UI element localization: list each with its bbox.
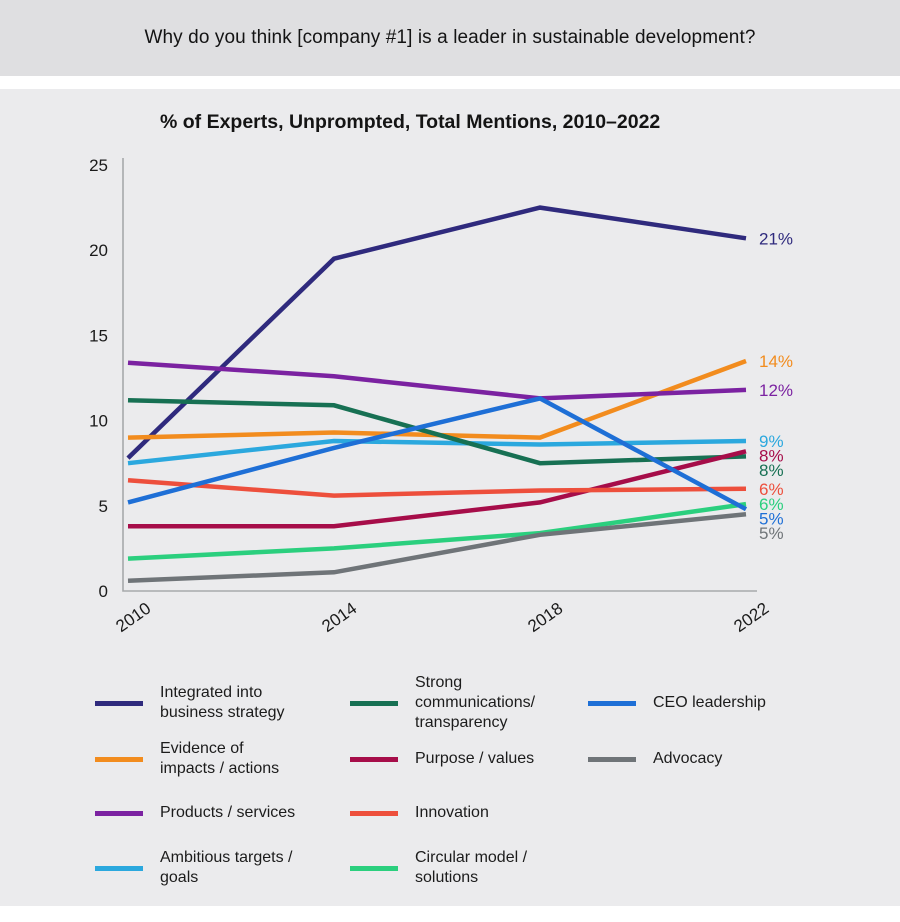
series-line [127, 501, 747, 561]
series-end-label: 8% [759, 461, 784, 480]
series-end-label: 5% [759, 510, 784, 529]
legend-swatch-icon [95, 700, 143, 706]
legend-swatch-icon [95, 865, 143, 871]
series-line [126, 205, 747, 460]
series-line [128, 449, 747, 529]
y-tick-label: 15 [89, 326, 108, 345]
series-end-label: 12% [759, 381, 793, 400]
legend-item: Advocacy [588, 719, 838, 799]
legend-label: Integrated into business strategy [160, 684, 285, 721]
question-header: Why do you think [company #1] is a leade… [0, 0, 900, 76]
y-tick-label: 5 [99, 497, 108, 516]
series-end-label: 6% [759, 480, 784, 499]
legend-label: CEO leadership [653, 694, 766, 711]
legend-swatch-icon [350, 700, 398, 706]
legend-item: Circular model / solutions [350, 828, 600, 908]
series-line [127, 477, 747, 498]
legend-item: Ambitious targets / goals [95, 828, 345, 908]
series-end-label: 6% [759, 495, 784, 514]
y-tick-label: 10 [89, 412, 108, 431]
legend-swatch-icon [350, 865, 398, 871]
legend-label: Ambitious targets / goals [160, 849, 293, 886]
x-tick-label: 2014 [318, 599, 360, 636]
y-tick-label: 20 [89, 241, 108, 260]
x-tick-label: 2018 [524, 599, 566, 636]
legend-swatch-icon [588, 756, 636, 762]
series-end-label: 21% [759, 229, 793, 248]
legend-label: Circular model / solutions [415, 849, 528, 886]
series-end-label: 8% [759, 447, 784, 466]
chart-title: % of Experts, Unprompted, Total Mentions… [160, 111, 661, 133]
series-line [127, 438, 747, 466]
y-tick-label: 0 [99, 582, 108, 601]
series-end-label: 14% [759, 352, 793, 371]
legend-item: Strong communications/ transparency [350, 663, 600, 743]
legend-label: Purpose / values [415, 750, 535, 767]
legend-label: Evidence of impacts / actions [160, 740, 280, 777]
x-tick-label: 2022 [730, 599, 772, 636]
legend-item: Integrated into business strategy [95, 663, 345, 743]
series-end-label: 5% [759, 524, 784, 543]
legend-label: Advocacy [653, 750, 723, 767]
series-line [127, 360, 747, 401]
legend-swatch-icon [588, 700, 636, 706]
legend-item: Purpose / values [350, 719, 600, 799]
series-line [127, 358, 747, 440]
legend-swatch-icon [350, 810, 398, 816]
legend-label: Products / services [160, 804, 296, 821]
legend-swatch-icon [95, 810, 143, 816]
legend-swatch-icon [95, 756, 143, 762]
series-line [127, 397, 747, 466]
legend-label: Innovation [415, 804, 489, 821]
series-line [127, 396, 748, 512]
axes [122, 158, 757, 592]
series-line [127, 512, 747, 584]
x-tick-label: 2010 [112, 599, 154, 636]
series-end-label: 9% [759, 432, 784, 451]
legend-item: Products / services [95, 773, 345, 853]
legend-item: Innovation [350, 773, 600, 853]
question-title: Why do you think [company #1] is a leade… [144, 27, 756, 48]
legend-item: Evidence of impacts / actions [95, 719, 345, 799]
legend-label: Strong communications/ transparency [415, 674, 536, 731]
legend-item: CEO leadership [588, 663, 838, 743]
legend-swatch-icon [350, 756, 398, 762]
y-tick-label: 25 [89, 156, 108, 175]
